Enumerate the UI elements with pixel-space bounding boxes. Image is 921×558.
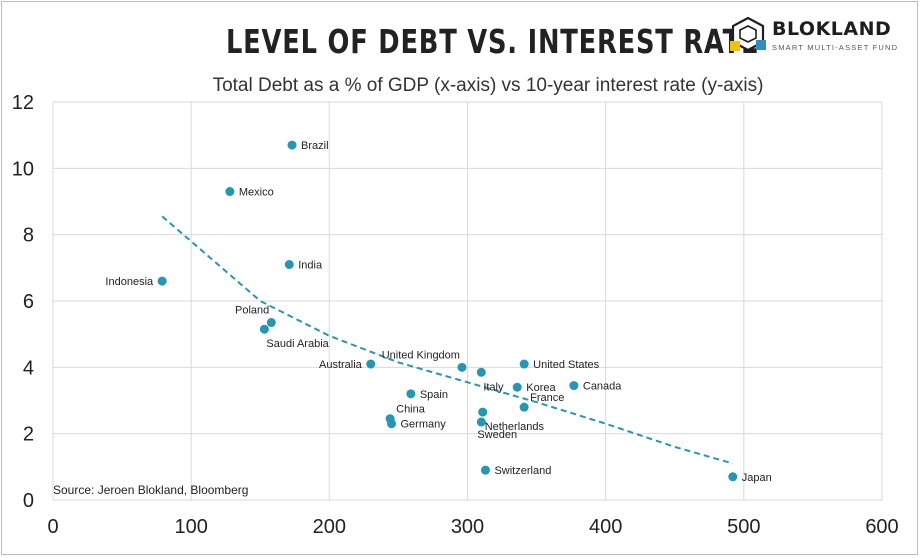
point-label: Poland xyxy=(235,305,269,317)
data-point xyxy=(476,417,486,427)
point-label: Indonesia xyxy=(105,276,154,288)
y-tick-label: 8 xyxy=(23,225,34,247)
data-point xyxy=(387,419,397,429)
point-label: Saudi Arabia xyxy=(266,338,329,350)
data-point xyxy=(478,407,488,417)
point-label: Switzerland xyxy=(494,465,551,477)
data-point xyxy=(259,324,269,334)
x-tick-label: 300 xyxy=(451,516,484,538)
point-label: Mexico xyxy=(239,187,274,199)
data-point xyxy=(406,389,416,399)
x-tick-label: 0 xyxy=(47,516,58,538)
x-tick-label: 600 xyxy=(865,516,898,538)
point-label: Sweden xyxy=(477,429,517,441)
tick-layer: 0 100 200 300 400 500 600 0 2 4 6 8 10 12 xyxy=(12,92,899,538)
x-tick-label: 500 xyxy=(727,516,760,538)
trendline xyxy=(161,215,734,465)
point-label: India xyxy=(298,260,323,272)
brand-block: BLOKLAND SMART MULTI-ASSET FUND xyxy=(728,16,916,56)
point-label: United States xyxy=(533,359,600,371)
point-label: Italy xyxy=(483,381,504,393)
brand-tagline: SMART MULTI-ASSET FUND xyxy=(772,43,899,52)
data-point xyxy=(512,382,522,392)
y-tick-label: 0 xyxy=(23,490,34,512)
data-point xyxy=(519,359,529,369)
data-point xyxy=(157,276,167,286)
label-layer: Brazil Mexico India Indonesia Poland Saudi Ar… xyxy=(105,140,771,484)
data-point xyxy=(225,187,235,197)
point-label: Japan xyxy=(742,472,772,484)
point-label: United Kingdom xyxy=(382,349,460,361)
source-note: Source: Jeroen Blokland, Bloomberg xyxy=(53,483,249,497)
y-tick-label: 2 xyxy=(23,424,34,446)
y-tick-label: 10 xyxy=(12,158,34,180)
y-tick-label: 12 xyxy=(12,92,34,114)
y-tick-label: 4 xyxy=(23,357,34,379)
data-point xyxy=(457,362,467,372)
data-point xyxy=(284,260,294,270)
trend-layer xyxy=(161,215,734,465)
point-label: Netherlands xyxy=(485,421,545,433)
point-label: Brazil xyxy=(301,140,329,152)
point-layer xyxy=(157,140,738,482)
point-label: Australia xyxy=(319,359,363,371)
chart-subtitle: Total Debt as a % of GDP (x-axis) vs 10-… xyxy=(212,75,764,96)
brand-name: BLOKLAND xyxy=(772,18,892,40)
point-label: Canada xyxy=(583,381,622,393)
data-point xyxy=(480,465,490,475)
x-tick-label: 200 xyxy=(313,516,346,538)
y-tick-label: 6 xyxy=(23,291,34,313)
data-point xyxy=(266,318,276,328)
x-tick-label: 100 xyxy=(174,516,207,538)
data-point xyxy=(366,359,376,369)
point-label: Spain xyxy=(420,389,448,401)
grid-layer xyxy=(52,101,883,501)
data-point xyxy=(287,140,297,150)
data-point xyxy=(476,367,486,377)
point-label: Korea xyxy=(526,382,556,394)
point-label: China xyxy=(396,404,426,416)
data-point xyxy=(569,381,579,391)
chart-title: LEVEL OF DEBT VS. INTEREST RATE xyxy=(226,22,760,61)
cube-stack-icon xyxy=(730,16,766,52)
point-label: Germany xyxy=(401,419,447,431)
x-tick-label: 400 xyxy=(589,516,622,538)
data-point xyxy=(728,472,738,482)
point-label: France xyxy=(530,392,564,404)
data-point xyxy=(519,402,529,412)
